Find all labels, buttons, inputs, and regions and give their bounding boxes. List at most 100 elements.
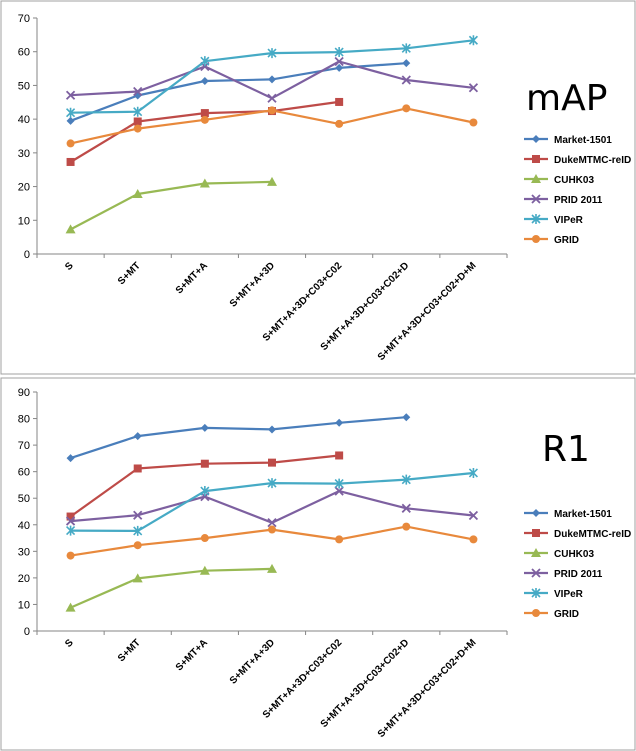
legend-marker	[532, 135, 540, 143]
series-viper	[66, 35, 478, 118]
data-point	[469, 535, 478, 544]
series-cuhk03	[65, 176, 277, 234]
data-point	[200, 77, 209, 86]
y-tick-label: 70	[18, 13, 30, 25]
legend-label: CUHK03	[554, 175, 594, 186]
y-tick-label: 10	[18, 599, 30, 611]
series-grid	[66, 104, 478, 148]
data-point	[133, 525, 143, 536]
legend-marker	[532, 235, 540, 243]
y-tick-label: 20	[18, 182, 30, 194]
data-point	[199, 178, 210, 188]
data-point	[402, 413, 411, 422]
data-point	[133, 106, 143, 117]
data-point	[66, 525, 76, 536]
data-point	[335, 535, 344, 544]
legend-label: Market-1501	[554, 135, 612, 146]
series-grid	[66, 522, 478, 560]
data-point	[268, 425, 276, 434]
data-point	[267, 93, 277, 103]
data-point	[65, 516, 76, 526]
y-tick-label: 90	[18, 387, 30, 399]
series-line	[70, 416, 407, 460]
series-market-1501	[66, 413, 411, 463]
legend-label: PRID 2011	[554, 195, 603, 206]
legend-marker	[531, 568, 541, 578]
data-point	[65, 90, 76, 100]
legend: Market-1501 DukeMTMC-reID CUHK03 PRID 2011 V…	[524, 509, 631, 620]
map-chart-frame	[0, 0, 636, 375]
data-point	[401, 75, 411, 85]
y-tick-label: 60	[18, 467, 30, 479]
series-market-1501	[66, 59, 411, 125]
data-point	[66, 551, 75, 560]
legend-label: VIPeR	[554, 215, 584, 226]
y-tick-label: 70	[18, 440, 30, 452]
data-point	[133, 86, 143, 97]
legend-marker	[531, 174, 541, 183]
legend-label: GRID	[554, 609, 579, 620]
series-line	[70, 180, 273, 231]
data-point	[267, 518, 277, 528]
data-point	[468, 510, 479, 521]
data-point	[335, 418, 344, 427]
data-point	[335, 63, 344, 72]
data-point	[268, 525, 276, 534]
data-point	[133, 124, 142, 133]
data-point	[402, 104, 411, 113]
chart-title: R1	[542, 429, 590, 470]
y-tick-label: 40	[18, 114, 30, 126]
legend: Market-1501 DukeMTMC-reID CUHK03 PRID 2011 V…	[524, 135, 631, 246]
legend-marker	[532, 609, 540, 617]
series-line	[70, 62, 407, 122]
y-tick-label: 20	[18, 573, 30, 585]
legend-marker	[532, 529, 540, 537]
legend-marker	[532, 509, 540, 517]
series-line	[70, 567, 273, 609]
legend-label: CUHK03	[554, 549, 594, 560]
data-point	[468, 467, 478, 478]
data-point	[132, 188, 143, 198]
y-tick-label: 0	[24, 626, 30, 638]
y-tick-label: 0	[24, 249, 30, 261]
data-point	[469, 118, 478, 127]
legend-marker	[531, 214, 541, 224]
data-point	[200, 109, 209, 118]
data-point	[66, 454, 75, 463]
y-tick-label: 50	[18, 80, 30, 92]
data-point	[267, 563, 277, 573]
data-point	[402, 522, 411, 531]
data-point	[200, 486, 210, 497]
data-point	[133, 541, 142, 550]
legend-label: DukeMTMC-reID	[554, 529, 631, 540]
data-point	[200, 459, 209, 468]
data-point	[65, 602, 76, 612]
y-tick-label: 10	[18, 215, 30, 227]
data-point	[199, 565, 210, 575]
y-tick-label: 30	[18, 148, 30, 160]
data-point	[200, 423, 209, 432]
legend-marker	[531, 588, 541, 598]
data-point	[267, 176, 277, 186]
data-point	[335, 451, 344, 460]
r1-chart-frame	[0, 377, 636, 751]
data-point	[133, 432, 142, 441]
chart-title: mAP	[526, 78, 607, 119]
data-point	[133, 117, 142, 126]
y-tick-label: 40	[18, 520, 30, 532]
series-viper	[66, 467, 478, 536]
y-tick-label: 60	[18, 47, 30, 59]
legend-marker	[531, 548, 541, 557]
data-point	[268, 75, 276, 84]
legend-marker	[531, 194, 541, 204]
data-point	[133, 510, 143, 520]
data-point	[401, 43, 411, 54]
legend-label: VIPeR	[554, 589, 584, 600]
legend-marker	[532, 155, 540, 163]
data-point	[65, 224, 76, 234]
data-point	[335, 97, 344, 106]
legend-label: DukeMTMC-reID	[554, 155, 631, 166]
data-point	[468, 83, 479, 93]
legend-label: PRID 2011	[554, 569, 603, 580]
